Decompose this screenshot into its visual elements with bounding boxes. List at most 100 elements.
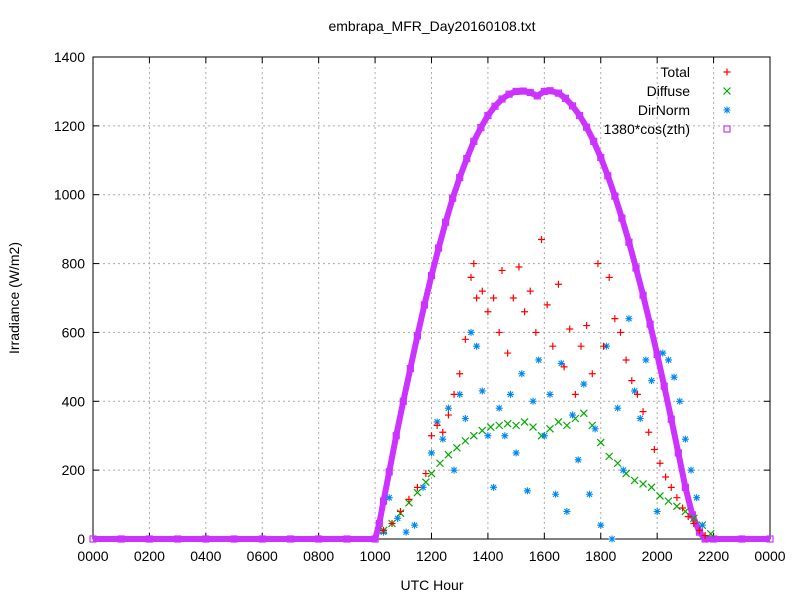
x-tick-label: 0000: [754, 548, 785, 564]
y-tick-label: 800: [62, 256, 86, 272]
x-tick-label: 0000: [77, 548, 108, 564]
data-point: [478, 287, 486, 295]
data-point: [436, 459, 444, 468]
data-point: [690, 520, 698, 528]
data-point: [632, 264, 640, 272]
data-point: [463, 154, 471, 163]
data-point: [452, 443, 461, 452]
data-point: [552, 490, 560, 498]
data-point: [89, 535, 97, 543]
data-point: [591, 425, 599, 433]
data-point: [569, 411, 577, 419]
data-point: [557, 359, 565, 367]
x-tick-label: 0400: [190, 548, 221, 564]
data-point: [469, 431, 478, 440]
grid: [93, 57, 770, 539]
data-point: [597, 521, 605, 529]
x-axis-label: UTC Hour: [400, 577, 463, 593]
legend: Total Diffuse DirNorm 1380*cos(zth): [604, 64, 731, 137]
data-point: [648, 377, 656, 385]
legend-label: Total: [660, 64, 690, 80]
data-point: [693, 494, 701, 502]
data-point: [554, 280, 562, 288]
data-point: [427, 469, 436, 478]
axes: 0000 0200 0400 0600 0800 1000 1200 1400 1600 1800…: [54, 49, 786, 564]
data-point: [504, 349, 512, 357]
x-tick-label: 1600: [529, 548, 560, 564]
legend-marker: [723, 125, 731, 133]
data-point: [406, 364, 414, 373]
data-point: [427, 272, 436, 280]
data-point: [656, 492, 664, 500]
y-tick-label: 0: [77, 531, 85, 547]
data-point: [706, 529, 715, 538]
legend-label: Diffuse: [647, 83, 691, 99]
data-point: [681, 435, 689, 443]
data-point: [145, 535, 154, 543]
data-point: [532, 328, 540, 336]
data-point: [561, 94, 570, 102]
data-point: [422, 470, 430, 478]
data-point: [413, 332, 421, 340]
chart-title: embrapa_MFR_Day20160108.txt: [328, 18, 535, 34]
x-tick-label: 1400: [472, 548, 503, 564]
data-point: [543, 301, 551, 309]
data-point: [498, 95, 506, 103]
data-point: [484, 432, 492, 440]
data-point: [456, 390, 464, 398]
series-1: [379, 409, 715, 538]
data-point: [625, 238, 633, 246]
data-point: [597, 153, 605, 162]
data-point: [420, 301, 429, 309]
data-point: [605, 273, 613, 281]
data-point: [604, 172, 612, 180]
legend-marker: [723, 106, 731, 114]
x-tick-label: 0200: [134, 548, 165, 564]
data-point: [554, 89, 563, 97]
data-point: [673, 494, 681, 502]
data-point: [583, 123, 591, 131]
data-point: [594, 260, 602, 268]
data-point: [411, 521, 419, 529]
data-point: [478, 387, 486, 395]
data-point: [484, 308, 492, 316]
data-point: [562, 421, 571, 430]
data-point: [647, 483, 656, 492]
data-point: [523, 487, 531, 495]
data-point: [470, 137, 478, 145]
data-point: [521, 308, 529, 316]
y-tick-label: 1000: [54, 187, 85, 203]
data-point: [681, 483, 689, 491]
data-point: [560, 363, 568, 371]
data-point: [512, 87, 520, 96]
data-point: [546, 87, 554, 95]
data-point: [574, 456, 582, 464]
data-point: [674, 449, 682, 457]
data-point: [605, 452, 614, 461]
data-point: [258, 535, 266, 543]
data-point: [642, 356, 650, 364]
data-point: [529, 397, 537, 405]
data-point: [486, 423, 495, 432]
data-point: [631, 387, 639, 395]
data-point: [442, 218, 450, 226]
data-point: [439, 428, 447, 436]
data-point: [490, 294, 498, 302]
data-point: [491, 102, 499, 110]
data-point: [379, 497, 388, 505]
x-tick-label: 2200: [698, 548, 729, 564]
data-point: [540, 432, 548, 440]
data-point: [456, 173, 464, 182]
data-point: [450, 390, 458, 398]
data-point: [600, 342, 608, 350]
data-point: [512, 421, 521, 430]
data-point: [413, 488, 422, 497]
data-point: [613, 459, 622, 468]
data-point: [646, 320, 654, 328]
data-point: [405, 495, 413, 503]
data-point: [619, 466, 627, 474]
data-point: [662, 473, 670, 481]
data-point: [444, 411, 452, 419]
data-point: [575, 111, 584, 120]
x-tick-label: 2000: [642, 548, 673, 564]
